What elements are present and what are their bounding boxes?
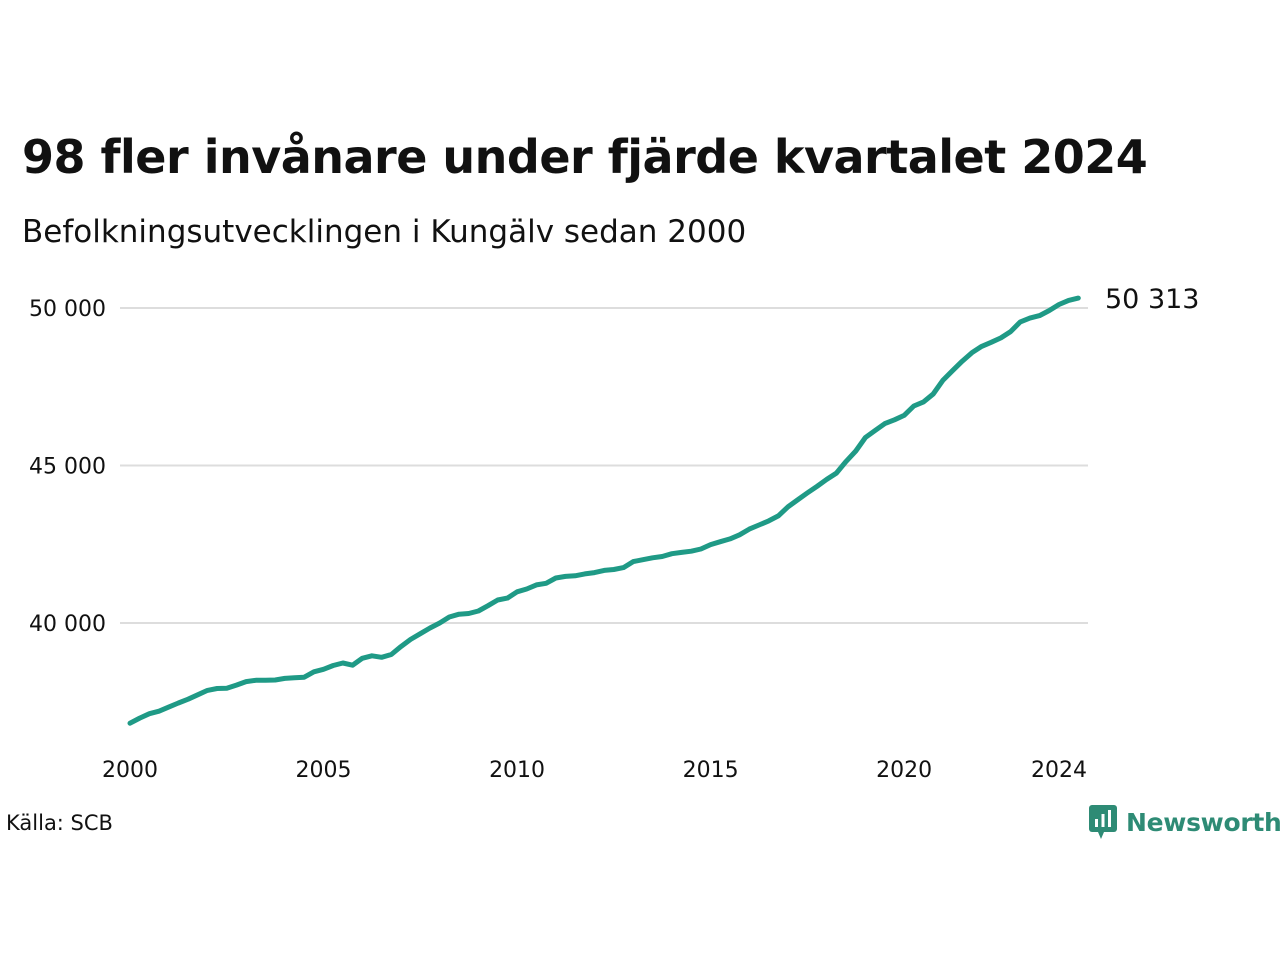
x-axis-tick-labels: 2000 2005 2010 2015 2020 2024 (102, 758, 1087, 783)
population-series-line (127, 295, 1081, 726)
source-note: Källa: SCB (6, 811, 113, 835)
brand-name: Newsworthy (1126, 807, 1280, 837)
chart-title: 98 fler invånare under fjärde kvartalet … (22, 130, 1148, 184)
y-axis-tick-labels: 40 000 45 000 50 000 (29, 297, 106, 637)
y-tick-label: 40 000 (29, 612, 106, 637)
x-tick-label: 2015 (683, 758, 739, 783)
gridlines (120, 307, 1088, 624)
end-label-layer: 50 313 (1105, 284, 1199, 315)
y-tick-label: 45 000 (29, 455, 106, 480)
series-layer (127, 295, 1081, 726)
y-tick-label: 50 000 (29, 297, 106, 322)
x-tick-label: 2024 (1031, 758, 1087, 783)
newsworthy-logo-icon (1089, 805, 1117, 839)
end-value-label: 50 313 (1105, 284, 1199, 315)
x-tick-label: 2005 (296, 758, 352, 783)
chart-subtitle: Befolkningsutvecklingen i Kungälv sedan … (22, 214, 747, 250)
x-tick-label: 2010 (489, 758, 545, 783)
x-tick-label: 2020 (876, 758, 932, 783)
brand-logo: Newsworthy (1088, 803, 1280, 841)
x-tick-label: 2000 (102, 758, 158, 783)
